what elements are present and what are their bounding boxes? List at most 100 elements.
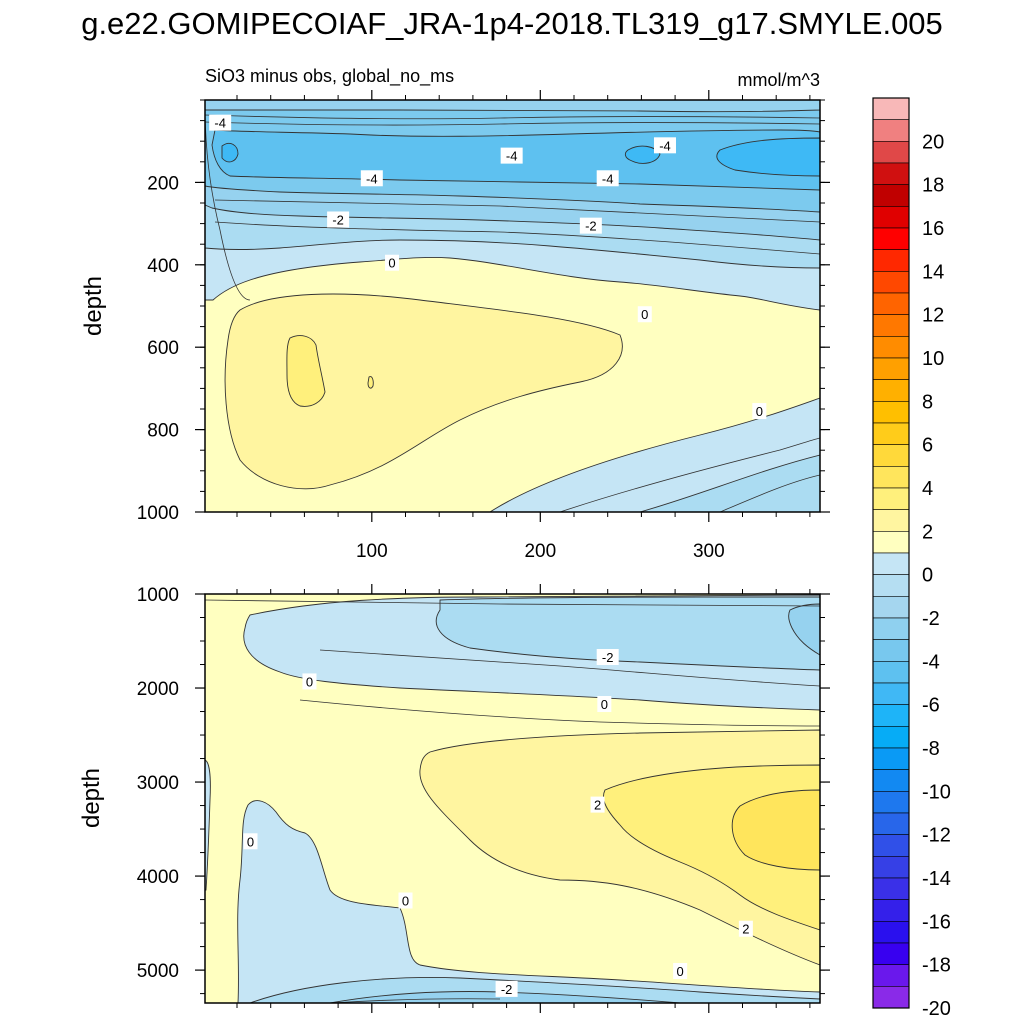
contour-label-text: -2 [602, 650, 614, 665]
contour-label-bg [302, 673, 317, 690]
upper-contour-labels: -4 -4 -4 -4 -4 -2 -2 0 0 0 [209, 114, 767, 420]
colorbar-swatch [872, 856, 910, 879]
contour-label-bg [738, 920, 753, 937]
colorbar-swatch [872, 162, 910, 185]
lower-panel-frame [204, 593, 821, 1004]
colorbar-swatch [872, 422, 910, 445]
colorbar-swatch [872, 574, 910, 597]
contour-label: 0 [398, 892, 413, 909]
colorbar-swatch [872, 964, 910, 987]
band-minus5-to-minus6-b [624, 145, 661, 164]
colorbar-label: -4 [922, 651, 940, 673]
contour-label-bg [243, 833, 258, 850]
colorbar-swatch [872, 119, 910, 142]
colorbar-swatch [872, 97, 910, 120]
colorbar-swatch [872, 444, 910, 467]
colorbar-label: 14 [922, 261, 944, 283]
y-tick-label: 5000 [137, 961, 179, 982]
contour-label-bg [327, 211, 350, 228]
contour-label: 0 [385, 254, 400, 271]
colorbar-label: -12 [922, 825, 951, 847]
colorbar-label: 2 [922, 521, 933, 543]
y-axis-title-lower: depth [78, 768, 105, 828]
contour-label: 0 [302, 673, 317, 690]
contour-label-text: 0 [402, 894, 409, 909]
contour-label: -4 [360, 170, 383, 187]
region-2-to-4 [224, 293, 623, 490]
contour-label: 0 [243, 833, 258, 850]
colorbar-label: -6 [922, 695, 940, 717]
x-tick-label: 300 [693, 541, 725, 562]
colorbar-swatch [872, 617, 910, 640]
colorbar-swatch [872, 834, 910, 857]
colorbar-swatch [872, 379, 910, 402]
contour-label: 0 [673, 963, 688, 980]
contour-label-bg [597, 696, 612, 713]
colorbar-swatch [872, 141, 910, 164]
colorbar-frame [872, 97, 910, 1009]
colorbar-label: 10 [922, 348, 944, 370]
contour-label: -2 [495, 980, 518, 997]
colorbar-swatch [872, 921, 910, 944]
region-4-to-6 [286, 335, 326, 407]
region-bottom-left-negative [237, 800, 820, 1003]
contour-label-text: 2 [742, 922, 749, 937]
colorbar-swatch [872, 812, 910, 835]
contour-label-text: -2 [332, 212, 344, 227]
contour-label-text: 2 [594, 798, 601, 813]
y-axis-title-upper: depth [80, 276, 107, 336]
colorbar-label: -14 [922, 868, 951, 890]
contour-label-text: 0 [601, 697, 608, 712]
colorbar-swatch [872, 336, 910, 359]
colorbar-label: -18 [922, 955, 951, 977]
region-negative-tongue-2 [435, 596, 820, 671]
colorbar-swatch [872, 726, 910, 749]
subtitle-right: mmol/m^3 [738, 70, 820, 90]
colorbar-swatch [872, 271, 910, 294]
colorbar-label: 6 [922, 435, 933, 457]
colorbar-swatch [872, 704, 910, 727]
colorbar-swatch [872, 552, 910, 575]
colorbar-swatch [872, 227, 910, 250]
contour-label: -4 [596, 170, 619, 187]
colorbar-swatch [872, 769, 910, 792]
colorbar-label: 0 [922, 565, 933, 587]
surface-band [205, 100, 820, 113]
contour-label-text: 0 [247, 834, 254, 849]
colorbar-label: 20 [922, 131, 944, 153]
colorbar-swatch [872, 899, 910, 922]
colorbar-swatch [872, 249, 910, 272]
lower-panel [205, 594, 820, 1003]
colorbar-label: 12 [922, 305, 944, 327]
contour-label-bg [398, 892, 413, 909]
contour-label-text: -2 [501, 982, 513, 997]
y-tick-label: 800 [147, 421, 179, 442]
colorbar-swatch [872, 401, 910, 424]
colorbar-label: -8 [922, 738, 940, 760]
contour-label-bg [360, 170, 383, 187]
colorbar-swatch [872, 357, 910, 380]
band-minus5-to-minus6 [716, 137, 820, 177]
contour-label-bg [495, 980, 518, 997]
colorbar-swatch [872, 531, 910, 554]
y-tick-label: 1000 [137, 503, 179, 524]
colorbar-swatch [872, 466, 910, 489]
colorbar-swatch [872, 682, 910, 705]
colorbar: 20181614121086420-2-4-6-8-10-12-14-16-18… [872, 97, 951, 1020]
region-6-to-8-lower [731, 789, 820, 871]
colorbar-label: -16 [922, 911, 951, 933]
colorbar-label: 4 [922, 478, 933, 500]
contour-label-text: -4 [214, 116, 226, 131]
colorbar-label: -2 [922, 608, 940, 630]
colorbar-swatch [872, 639, 910, 662]
contour-label-bg [596, 648, 619, 665]
region-negative-tongue-3 [788, 603, 820, 656]
upper-panel [205, 100, 820, 512]
contour-label-bg [209, 114, 232, 131]
y-tick-label: 1000 [137, 585, 179, 606]
colorbar-swatch [872, 661, 910, 684]
contour-label: 0 [597, 696, 612, 713]
contour-label: 0 [637, 306, 652, 323]
